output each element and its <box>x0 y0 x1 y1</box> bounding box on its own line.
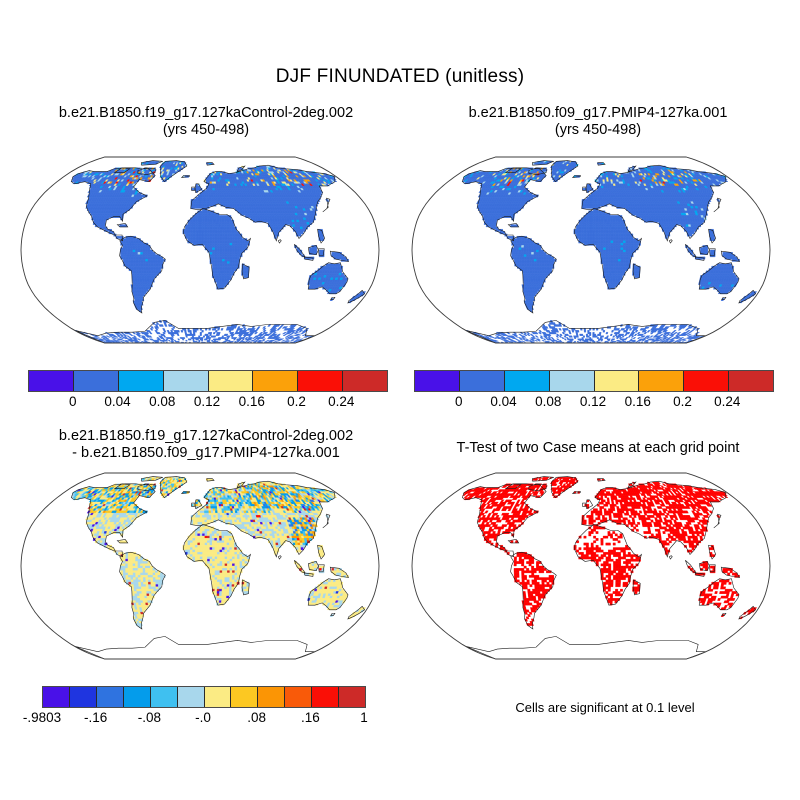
colorbar-tick-label: 0.04 <box>104 394 131 409</box>
significance-note: Cells are significant at 0.1 level <box>515 700 695 715</box>
colorbar-tick-label: -.9803 <box>22 710 62 725</box>
coastlines <box>70 476 366 660</box>
coastlines <box>461 160 757 344</box>
colorbar-tick-label: .08 <box>247 710 267 725</box>
projection-frame <box>20 156 380 344</box>
colorbar-cell-2 <box>504 371 550 391</box>
colorbar-top-left-ticks: 0 0.04 0.08 0.12 0.16 0.2 0.24 <box>28 394 386 410</box>
panel-title-top-right-line1: b.e21.B1850.f09_g17.PMIP4-127ka.001 <box>468 105 728 121</box>
colorbar-cell-4 <box>208 371 254 391</box>
grid-cells <box>462 477 758 626</box>
colorbar-cell-6 <box>684 371 730 391</box>
map-svg <box>405 152 777 348</box>
colorbar-difference-ticks: -.9803 -.16 -.08 -.0 .08 .16 1 <box>23 710 368 726</box>
map-top-right[interactable] <box>405 152 777 348</box>
panel-title-bottom-right: T-Test of two Case means at each grid po… <box>398 440 798 457</box>
colorbar-tick-label: 0.08 <box>535 394 562 409</box>
colorbar-tick-label: 0 <box>68 394 77 409</box>
colorbar-cell-0 <box>29 371 74 391</box>
colorbar-tick-label: 0.12 <box>579 394 607 409</box>
colorbar-tick-label: 0.2 <box>673 394 692 409</box>
colorbar-tick-label: -.0 <box>195 710 211 725</box>
colorbar-cell-7 <box>343 371 387 391</box>
projection-frame <box>411 472 771 660</box>
colorbar-tick-label: 1 <box>360 710 368 725</box>
colorbar-cell-2 <box>96 687 124 707</box>
colorbar-cell-6 <box>298 371 344 391</box>
panel-title-bottom-right-line1: T-Test of two Case means at each grid po… <box>456 440 740 456</box>
colorbar-cell-4 <box>150 687 178 707</box>
colorbar-cell-3 <box>549 371 595 391</box>
panel-title-top-right: b.e21.B1850.f09_g17.PMIP4-127ka.001 (yrs… <box>398 105 798 139</box>
projection-frame <box>20 472 380 660</box>
colorbar-cell-5 <box>253 371 299 391</box>
map-top-left[interactable] <box>14 152 386 348</box>
panel-title-top-left-line1: b.e21.B1850.f19_g17.127kaControl-2deg.00… <box>58 105 354 121</box>
colorbar-tick-label: 0.16 <box>238 394 265 409</box>
grid-cells <box>461 161 758 344</box>
colorbar-cell-6 <box>204 687 232 707</box>
colorbar-cell-9 <box>285 687 313 707</box>
colorbar-cell-7 <box>231 687 259 707</box>
colorbar-cell-2 <box>118 371 164 391</box>
colorbar-top-right-ticks: 0 0.04 0.08 0.12 0.16 0.2 0.24 <box>414 394 772 410</box>
colorbar-top-right[interactable] <box>414 370 774 392</box>
page-title: DJF FINUNDATED (unitless) <box>275 66 525 87</box>
colorbar-tick-label: 0.04 <box>490 394 517 409</box>
colorbar-tick-label: 0.12 <box>193 394 221 409</box>
panel-title-bottom-left-line2: - b.e21.B1850.f09_g17.PMIP4-127ka.001 <box>72 445 340 461</box>
map-svg <box>14 468 386 664</box>
colorbar-cell-1 <box>73 371 119 391</box>
grid-cells <box>70 161 367 344</box>
colorbar-cell-4 <box>594 371 640 391</box>
colorbar-tick-label: -.16 <box>84 710 108 725</box>
colorbar-tick-label: 0.08 <box>149 394 176 409</box>
panel-title-top-left-line2: (yrs 450-498) <box>162 122 250 138</box>
colorbar-cell-10 <box>312 687 340 707</box>
colorbar-tick-label: 0.2 <box>287 394 306 409</box>
colorbar-tick-label: 0.16 <box>624 394 651 409</box>
colorbar-tick-label: 0.24 <box>714 394 741 409</box>
panel-title-bottom-left: b.e21.B1850.f19_g17.127kaControl-2deg.00… <box>6 428 406 462</box>
panel-title-bottom-left-line1: b.e21.B1850.f19_g17.127kaControl-2deg.00… <box>58 428 354 444</box>
map-bottom-right-ttest[interactable] <box>405 468 777 664</box>
colorbar-cell-0 <box>43 687 70 707</box>
coastlines <box>461 476 757 660</box>
colorbar-difference[interactable] <box>42 686 366 708</box>
projection-frame <box>411 156 771 344</box>
colorbar-cell-3 <box>163 371 209 391</box>
colorbar-cell-1 <box>69 687 97 707</box>
colorbar-cell-0 <box>415 371 460 391</box>
colorbar-cell-5 <box>639 371 685 391</box>
colorbar-cell-11 <box>339 687 366 707</box>
panel-title-top-left: b.e21.B1850.f19_g17.127kaControl-2deg.00… <box>6 105 406 139</box>
colorbar-cell-5 <box>177 687 205 707</box>
colorbar-cell-1 <box>459 371 505 391</box>
colorbar-tick-label: .16 <box>300 710 320 725</box>
colorbar-cell-8 <box>258 687 286 707</box>
map-bottom-left-difference[interactable] <box>14 468 386 664</box>
colorbar-cell-3 <box>123 687 151 707</box>
colorbar-top-left[interactable] <box>28 370 388 392</box>
colorbar-tick-label: 0 <box>454 394 463 409</box>
map-svg <box>405 468 777 664</box>
coastlines <box>70 160 366 344</box>
map-svg <box>14 152 386 348</box>
colorbar-tick-label: -.08 <box>137 710 161 725</box>
colorbar-cell-7 <box>729 371 773 391</box>
panel-title-top-right-line2: (yrs 450-498) <box>554 122 642 138</box>
colorbar-tick-label: 0.24 <box>328 394 355 409</box>
